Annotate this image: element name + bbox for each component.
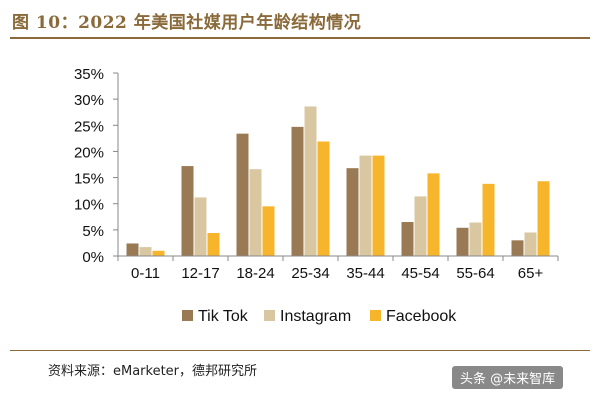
y-tick-label: 0% xyxy=(82,249,104,266)
bar-facebook-0-11 xyxy=(152,250,165,256)
legend-swatch xyxy=(370,310,381,321)
watermark: 头条 @未来智库 xyxy=(452,366,564,389)
bar-tik-tok-65+ xyxy=(511,240,524,256)
y-tick-label: 5% xyxy=(82,223,104,240)
x-tick-label: 12-17 xyxy=(181,265,219,282)
bar-instagram-65+ xyxy=(524,232,537,256)
x-tick-label: 65+ xyxy=(518,265,544,282)
legend-label: Tik Tok xyxy=(198,308,249,325)
bar-tik-tok-12-17 xyxy=(181,166,194,256)
bar-tik-tok-18-24 xyxy=(236,133,249,256)
bar-instagram-45-54 xyxy=(414,196,427,256)
source-note: 资料来源：eMarketer，德邦研究所 xyxy=(48,364,258,379)
bar-tik-tok-55-64 xyxy=(456,227,469,256)
legend-label: Instagram xyxy=(280,308,351,325)
bottom-rule xyxy=(10,350,590,351)
x-tick-label: 45-54 xyxy=(401,265,439,282)
bar-instagram-18-24 xyxy=(249,169,262,256)
legend: Tik Tok Instagram Facebook xyxy=(182,308,457,325)
bar-chart: 0% 5% 10% 15% 20% 25% 30% 35% 0-11 12-17 18-24 25-… xyxy=(74,66,559,325)
x-tick-label: 55-64 xyxy=(456,265,494,282)
bar-facebook-12-17 xyxy=(207,232,220,256)
y-axis: 0% 5% 10% 15% 20% 25% 30% 35% xyxy=(74,66,119,266)
bar-facebook-25-34 xyxy=(317,141,330,256)
figure-title: 图 10：2022 年美国社媒用户年龄结构情况 xyxy=(12,13,362,33)
legend-label: Facebook xyxy=(386,308,457,325)
bars xyxy=(126,106,550,257)
bar-facebook-45-54 xyxy=(427,173,440,256)
bar-tik-tok-35-44 xyxy=(346,168,359,256)
y-tick-label: 15% xyxy=(74,171,104,188)
bar-instagram-35-44 xyxy=(359,155,372,256)
bar-tik-tok-45-54 xyxy=(401,222,414,256)
bar-tik-tok-25-34 xyxy=(291,126,304,257)
bar-instagram-55-64 xyxy=(469,222,482,256)
bar-facebook-55-64 xyxy=(482,183,495,256)
x-tick-label: 35-44 xyxy=(346,265,384,282)
bar-facebook-65+ xyxy=(537,181,550,256)
x-tick-label: 25-34 xyxy=(291,265,329,282)
x-axis: 0-11 12-17 18-24 25-34 35-44 45-54 55-64 65+ xyxy=(117,255,559,282)
bar-facebook-18-24 xyxy=(262,206,275,256)
bar-facebook-35-44 xyxy=(372,155,385,256)
y-tick-label: 10% xyxy=(74,197,104,214)
y-tick-label: 25% xyxy=(74,118,104,135)
y-tick-label: 35% xyxy=(74,66,104,83)
y-tick-label: 20% xyxy=(74,144,104,161)
legend-swatch xyxy=(264,310,275,321)
x-tick-label: 0-11 xyxy=(131,265,160,282)
bar-instagram-0-11 xyxy=(139,247,152,256)
bar-instagram-12-17 xyxy=(194,197,207,256)
x-tick-label: 18-24 xyxy=(236,265,274,282)
title-rule xyxy=(10,37,590,39)
legend-swatch xyxy=(182,310,193,321)
bar-instagram-25-34 xyxy=(304,106,317,256)
y-tick-label: 30% xyxy=(74,92,104,109)
bar-tik-tok-0-11 xyxy=(126,243,139,256)
